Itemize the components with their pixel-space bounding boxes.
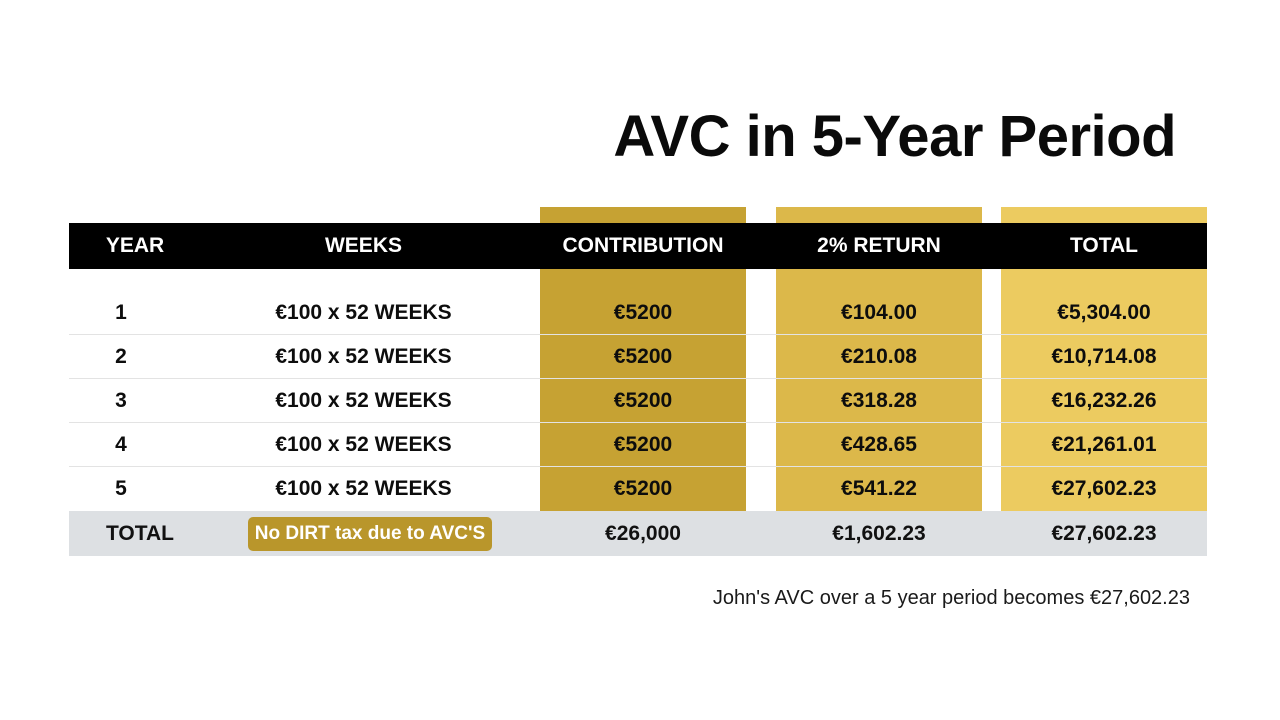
row-return: €541.22 xyxy=(841,477,917,500)
row-return: €210.08 xyxy=(841,345,917,368)
table-row: 1 €100 x 52 WEEKS €5200 €104.00 €5,304.0… xyxy=(0,291,1280,335)
header-contribution: CONTRIBUTION xyxy=(562,234,724,257)
table-row: 5 €100 x 52 WEEKS €5200 €541.22 €27,602.… xyxy=(0,467,1280,511)
table-row: 2 €100 x 52 WEEKS €5200 €210.08 €10,714.… xyxy=(0,335,1280,379)
row-return: €104.00 xyxy=(841,301,917,324)
row-divider xyxy=(69,466,1207,467)
footnote: John's AVC over a 5 year period becomes … xyxy=(712,587,1190,609)
row-total: €5,304.00 xyxy=(1057,301,1151,324)
table-row: 3 €100 x 52 WEEKS €5200 €318.28 €16,232.… xyxy=(0,379,1280,423)
page-title: AVC in 5-Year Period xyxy=(613,104,1176,169)
dirt-tax-badge: No DIRT tax due to AVC'S xyxy=(247,517,493,552)
row-total: €16,232.26 xyxy=(1051,389,1157,412)
row-year: 3 xyxy=(115,389,127,412)
row-weeks: €100 x 52 WEEKS xyxy=(275,433,452,456)
dirt-note-wrap: No DIRT tax due to AVC'S xyxy=(227,511,513,556)
row-contribution: €5200 xyxy=(613,433,673,456)
row-total: €21,261.01 xyxy=(1051,433,1157,456)
row-year: 1 xyxy=(115,301,127,324)
row-contribution: €5200 xyxy=(613,477,673,500)
table-header-bar xyxy=(69,223,1207,269)
total-return: €1,602.23 xyxy=(832,522,926,545)
total-contribution: €26,000 xyxy=(605,522,681,545)
header-return: 2% RETURN xyxy=(817,234,941,257)
row-return: €428.65 xyxy=(841,433,917,456)
row-return: €318.28 xyxy=(841,389,917,412)
row-contribution: €5200 xyxy=(613,301,673,324)
row-divider xyxy=(69,422,1207,423)
row-year: 2 xyxy=(115,345,127,368)
table-row: 4 €100 x 52 WEEKS €5200 €428.65 €21,261.… xyxy=(0,423,1280,467)
total-total: €27,602.23 xyxy=(1051,522,1157,545)
header-year: YEAR xyxy=(105,234,165,257)
table-header: YEAR WEEKS CONTRIBUTION 2% RETURN TOTAL xyxy=(0,223,1280,269)
row-year: 4 xyxy=(115,433,127,456)
row-divider xyxy=(69,334,1207,335)
row-weeks: €100 x 52 WEEKS xyxy=(275,345,452,368)
header-total: TOTAL xyxy=(1069,234,1139,257)
row-year: 5 xyxy=(115,477,127,500)
row-contribution: €5200 xyxy=(613,345,673,368)
row-weeks: €100 x 52 WEEKS xyxy=(275,389,452,412)
row-total: €27,602.23 xyxy=(1051,477,1157,500)
row-divider xyxy=(69,378,1207,379)
row-weeks: €100 x 52 WEEKS xyxy=(275,477,452,500)
row-weeks: €100 x 52 WEEKS xyxy=(275,301,452,324)
row-total: €10,714.08 xyxy=(1051,345,1157,368)
row-contribution: €5200 xyxy=(613,389,673,412)
total-label: TOTAL xyxy=(105,522,175,545)
table-total-row: TOTAL No DIRT tax due to AVC'S €26,000 €… xyxy=(69,511,1207,556)
header-weeks: WEEKS xyxy=(324,234,402,257)
